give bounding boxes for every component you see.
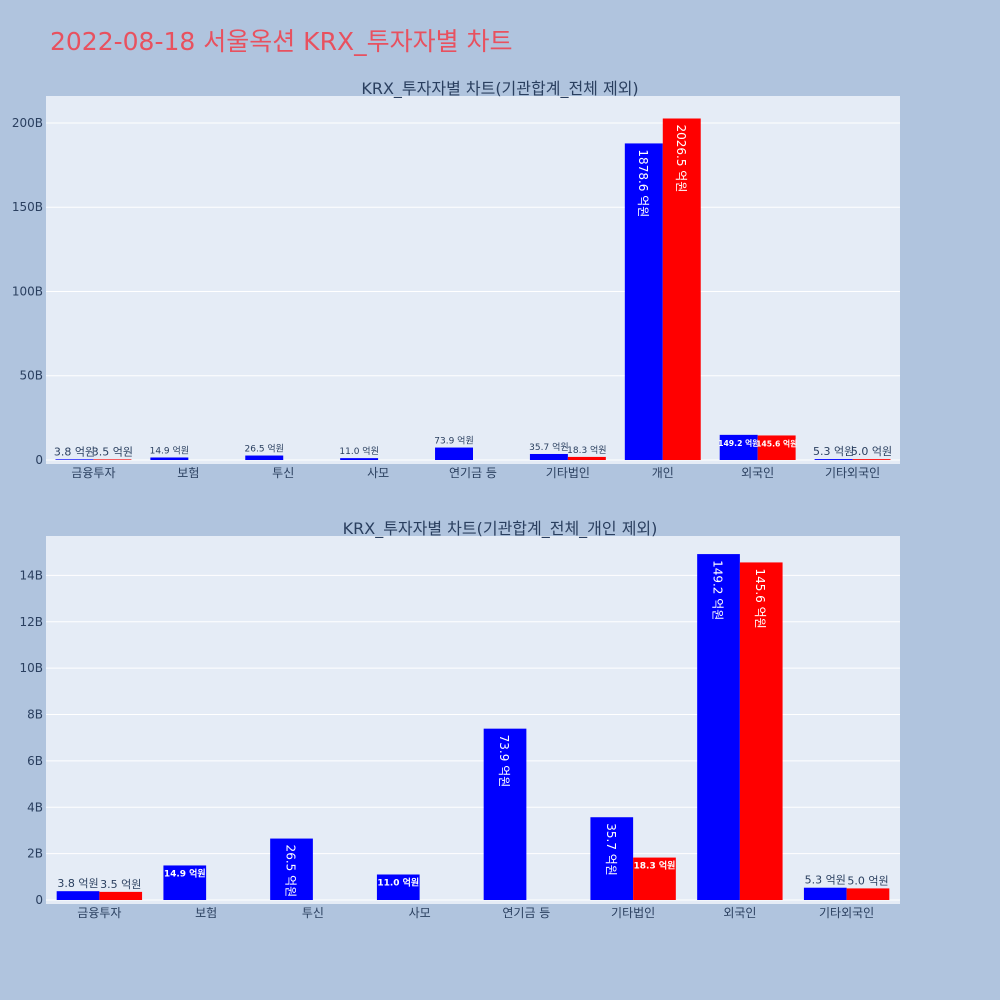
x-tick-label: 기타외국인 <box>819 906 874 920</box>
bar <box>529 453 568 460</box>
bar <box>56 891 100 900</box>
x-tick-label: 외국인 <box>723 906 756 920</box>
y-tick-label: 150B <box>12 200 43 214</box>
x-tick-label: 연기금 등 <box>502 906 550 920</box>
y-tick-label: 4B <box>27 800 43 814</box>
bar <box>739 562 783 900</box>
data-label: 5.0 억원 <box>851 445 892 458</box>
y-tick-label: 12B <box>19 615 43 629</box>
bar <box>435 447 473 460</box>
x-tick-label: 보험 <box>177 466 199 480</box>
page-title: 2022-08-18 서울옥션 KRX_투자자별 차트 <box>50 27 513 56</box>
chart-1: 0 50B 100B 150B 200B KRX_투자자별 차트(기관합계_전체 제외) 금… <box>12 79 900 480</box>
bar <box>719 434 758 460</box>
chart-title: KRX_투자자별 차트(기관합계_전체_개인 제외) <box>343 519 658 539</box>
data-label: 73.9 억원 <box>434 435 473 447</box>
bar <box>567 456 606 460</box>
x-tick-label: 기타외국인 <box>825 466 880 480</box>
bar <box>624 143 663 460</box>
data-label: 149.2 억원 <box>711 560 725 620</box>
data-label: 3.5 억원 <box>100 878 141 891</box>
data-label: 145.6 억원 <box>753 568 767 628</box>
bar <box>150 457 189 460</box>
bar <box>55 459 94 460</box>
data-label: 26.5 억원 <box>284 845 298 898</box>
bar <box>163 865 207 900</box>
bar <box>757 435 796 460</box>
y-tick-label: 100B <box>12 284 43 298</box>
x-tick-label: 투신 <box>272 466 294 480</box>
bar <box>245 455 284 460</box>
x-tick-label: 기타법인 <box>611 906 655 920</box>
y-tick-label: 0 <box>35 893 43 907</box>
data-label: 35.7 억원 <box>529 441 568 453</box>
data-label: 18.3 억원 <box>567 444 606 456</box>
data-label: 2026.5 억원 <box>674 124 688 192</box>
x-tick-label: 투신 <box>302 906 324 920</box>
bar <box>270 838 313 900</box>
y-tick-label: 10B <box>19 661 43 675</box>
data-label: 18.3 억원 <box>634 860 676 872</box>
data-label: 3.5 억원 <box>92 445 133 458</box>
chart-title: KRX_투자자별 차트(기관합계_전체 제외) <box>361 79 638 99</box>
y-tick-label: 0 <box>35 453 43 467</box>
y-tick-label: 50B <box>19 369 43 383</box>
bar <box>633 857 676 900</box>
data-label: 145.6 억원 <box>756 438 797 448</box>
data-label: 26.5 억원 <box>245 443 284 455</box>
x-tick-label: 기타법인 <box>546 466 590 480</box>
bar <box>846 888 890 900</box>
x-tick-label: 연기금 등 <box>449 466 497 480</box>
data-label: 3.8 억원 <box>54 445 95 458</box>
x-tick-label: 사모 <box>367 466 389 480</box>
data-label: 5.0 억원 <box>847 874 888 887</box>
data-label: 73.9 억원 <box>497 735 511 788</box>
bar <box>803 887 847 900</box>
data-label: 5.3 억원 <box>805 874 846 887</box>
data-label: 14.9 억원 <box>150 444 189 456</box>
x-tick-label: 개인 <box>652 466 674 480</box>
bar <box>590 817 634 900</box>
x-tick-label: 보험 <box>195 906 217 920</box>
bar <box>697 554 740 900</box>
bar <box>93 459 132 460</box>
data-label: 3.8 억원 <box>57 877 98 890</box>
y-tick-label: 200B <box>12 116 43 130</box>
bar <box>483 728 527 900</box>
x-tick-label: 사모 <box>409 906 431 920</box>
data-label: 35.7 억원 <box>604 823 618 876</box>
bar <box>340 458 379 460</box>
bar <box>814 459 853 460</box>
data-label: 149.2 억원 <box>718 438 759 448</box>
y-tick-label: 2B <box>27 847 43 861</box>
data-label: 11.0 억원 <box>377 876 419 888</box>
bar <box>99 891 143 900</box>
plot-area <box>46 96 900 464</box>
x-tick-label: 외국인 <box>741 466 774 480</box>
y-tick-label: 8B <box>27 708 43 722</box>
data-label: 14.9 억원 <box>164 867 206 879</box>
data-label: 11.0 억원 <box>339 445 378 457</box>
bar <box>852 459 891 460</box>
y-tick-label: 14B <box>19 568 43 582</box>
data-label: 5.3 억원 <box>813 445 854 458</box>
chart-2: 0 2B 4B 6B 8B 10B 12B 14B KRX_투자자별 차트(기관합계_전체_개인… <box>19 519 900 920</box>
x-tick-label: 금융투자 <box>77 906 121 920</box>
y-tick-label: 6B <box>27 754 43 768</box>
x-tick-label: 금융투자 <box>71 466 115 480</box>
data-label: 1878.6 억원 <box>636 149 650 217</box>
bar <box>662 118 701 460</box>
bar <box>376 874 420 900</box>
